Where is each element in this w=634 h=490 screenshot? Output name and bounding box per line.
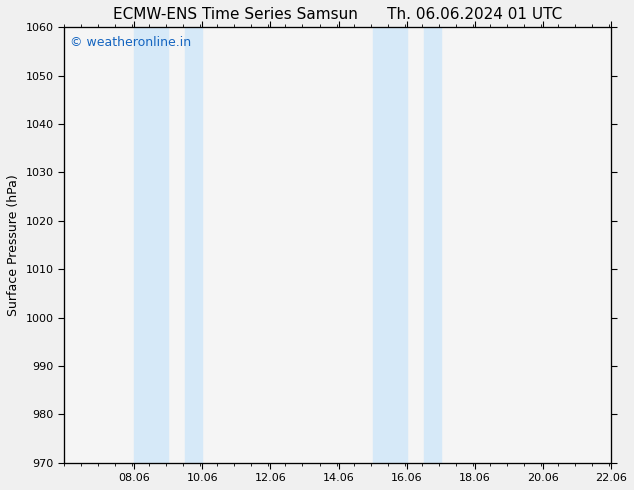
Bar <box>134 27 168 463</box>
Text: © weatheronline.in: © weatheronline.in <box>70 36 191 49</box>
Title: ECMW-ENS Time Series Samsun      Th. 06.06.2024 01 UTC: ECMW-ENS Time Series Samsun Th. 06.06.20… <box>113 7 562 22</box>
Bar <box>185 27 202 463</box>
Y-axis label: Surface Pressure (hPa): Surface Pressure (hPa) <box>7 174 20 316</box>
Bar <box>424 27 441 463</box>
Bar <box>373 27 407 463</box>
